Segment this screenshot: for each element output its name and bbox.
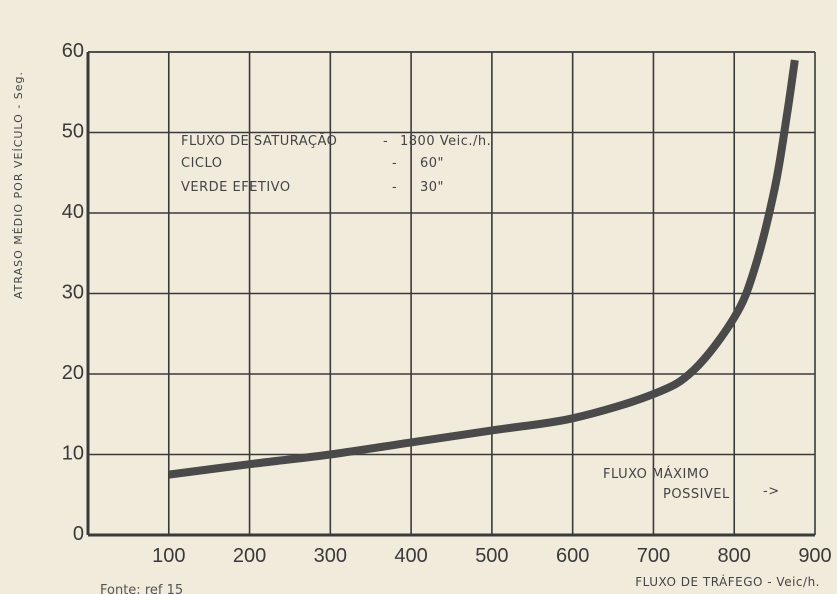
condition-label-saturation: FLUXO DE SATURAÇÃO	[181, 133, 337, 149]
condition-label-cycle: CICLO	[181, 156, 223, 171]
y-tick-label-20: 20	[62, 362, 84, 384]
x-tick-label-600: 600	[556, 545, 589, 567]
max-flow-annotation: FLUXO MÁXIMO POSSIVEL ->	[603, 466, 780, 502]
condition-label-green: VERDE EFETIVO	[181, 180, 291, 195]
condition-value-saturation: 1800 Veic./h.	[400, 134, 491, 149]
source-note: Fonte: ref 15	[100, 583, 183, 594]
x-tick-label-500: 500	[475, 545, 508, 567]
y-tick-label-10: 10	[62, 443, 84, 465]
x-tick-label-900: 900	[798, 545, 831, 567]
condition-sep-cycle: -	[392, 156, 397, 171]
x-tick-label-300: 300	[314, 545, 347, 567]
max-flow-arrow: ->	[763, 484, 780, 499]
x-tick-label-100: 100	[152, 545, 185, 567]
y-axis-label: ATRASO MÉDIO POR VEÍCULO - Seg.	[12, 71, 25, 299]
condition-value-cycle: 60"	[420, 156, 444, 171]
conditions-box: FLUXO DE SATURAÇÃO - 1800 Veic./h. CICLO…	[181, 133, 491, 195]
y-tick-label-30: 30	[62, 282, 84, 304]
x-axis-label: FLUXO DE TRÁFEGO - Veic/h.	[635, 574, 820, 589]
tick-labels: 100 200 300 400 500 600 700 800 900 0 10 20 30 40 50 60	[62, 40, 832, 567]
y-tick-label-40: 40	[62, 201, 84, 223]
grid	[86, 51, 816, 537]
condition-sep-saturation: -	[383, 134, 388, 149]
y-tick-label-0: 0	[73, 523, 84, 545]
max-flow-line1: FLUXO MÁXIMO	[603, 466, 709, 482]
delay-curve	[168, 59, 799, 479]
y-tick-label-60: 60	[62, 40, 84, 62]
x-tick-label-800: 800	[718, 545, 751, 567]
x-tick-label-400: 400	[394, 545, 427, 567]
y-tick-label-50: 50	[62, 121, 84, 143]
max-flow-line2: POSSIVEL	[663, 487, 730, 502]
x-tick-label-700: 700	[637, 545, 670, 567]
condition-value-green: 30"	[420, 180, 444, 195]
condition-sep-green: -	[392, 180, 397, 195]
x-tick-label-200: 200	[233, 545, 266, 567]
